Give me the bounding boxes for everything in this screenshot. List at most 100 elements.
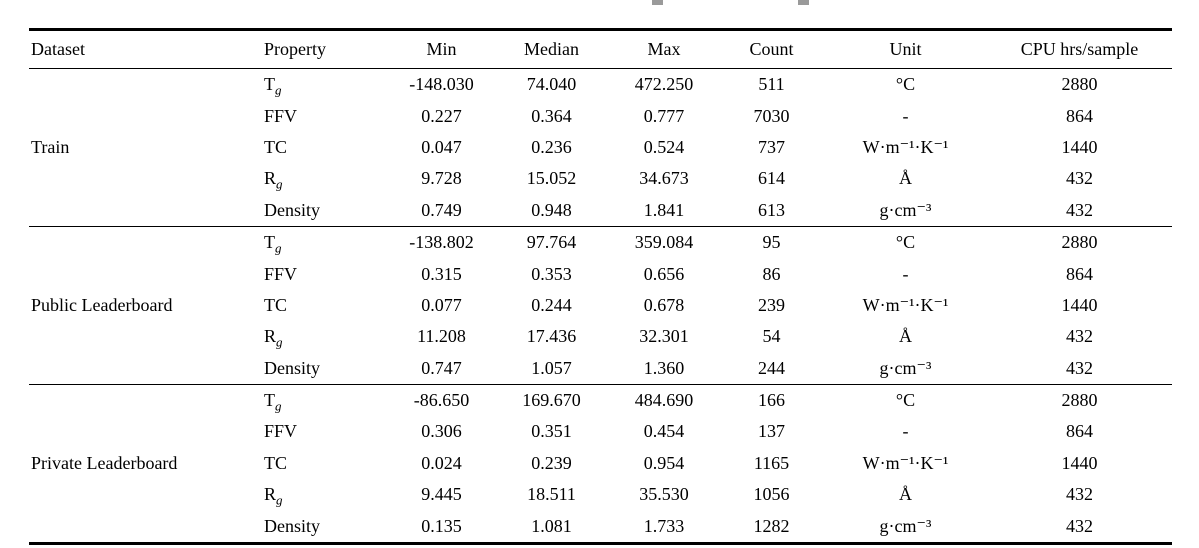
cell-unit: °C <box>895 74 916 95</box>
cell-cpu: 432 <box>1066 515 1093 536</box>
dataset-label: Public Leaderboard <box>29 225 264 385</box>
cell-median: 169.670 <box>494 383 609 417</box>
property-subscript: g <box>275 398 282 414</box>
cell-cpu: 2880 <box>987 383 1172 417</box>
cell-property: Density <box>264 353 389 385</box>
cell-property: Tg <box>264 225 389 259</box>
property-base: T <box>264 74 275 95</box>
cell-min: 0.315 <box>421 263 462 284</box>
cell-max: 0.678 <box>643 294 685 315</box>
table-row: FFV 0.315 0.353 0.656 86 - 864 <box>29 258 1172 289</box>
table-row: Rg 11.208 17.436 32.301 54 Å 432 <box>29 321 1172 352</box>
table-row: Density 0.749 0.948 1.841 613 g·cm⁻³ 432 <box>29 195 1172 227</box>
cell-property: FFV <box>264 258 389 289</box>
cell-max: 0.524 <box>643 136 685 157</box>
cell-count: 86 <box>762 263 781 284</box>
cell-count: 95 <box>719 225 824 259</box>
cell-cpu: 432 <box>1066 484 1093 505</box>
cell-median: 0.353 <box>531 263 572 284</box>
col-header-max: Max <box>609 29 719 69</box>
cell-unit: °C <box>824 383 987 417</box>
cell-unit: W·m⁻¹·K⁻¹ <box>862 452 949 473</box>
cell-cpu: 432 <box>1066 326 1093 347</box>
cell-max: 484.690 <box>609 383 719 417</box>
property-base: TC <box>264 294 288 315</box>
cell-property: FFV <box>264 416 389 447</box>
col-header-cpu: CPU hrs/sample <box>987 29 1172 69</box>
table-row: Rg 9.728 15.052 34.673 614 Å 432 <box>29 163 1172 194</box>
cell-unit: - <box>902 105 909 126</box>
cell-cpu: 1440 <box>1061 452 1098 473</box>
cell-min: 0.135 <box>421 515 462 536</box>
property-base: R <box>264 484 277 505</box>
cell-unit: W·m⁻¹·K⁻¹ <box>862 136 949 157</box>
cell-cpu: 864 <box>1066 263 1093 284</box>
property-base: Density <box>264 199 320 220</box>
cell-count: 137 <box>758 421 785 442</box>
cell-min: 0.047 <box>421 136 462 157</box>
dataset-statistics-table: Dataset Property Min Median Max Count Un… <box>29 28 1172 545</box>
property-base: TC <box>264 136 288 157</box>
cell-max: 472.250 <box>634 74 694 95</box>
cell-property: Rg <box>264 321 389 352</box>
cell-median: 1.057 <box>531 357 572 378</box>
cell-max: 35.530 <box>639 484 689 505</box>
cell-max: 1.360 <box>643 357 685 378</box>
property-subscript: g <box>276 334 283 350</box>
property-base: FFV <box>264 263 298 284</box>
cell-property: TC <box>264 290 389 321</box>
property-base: T <box>264 232 275 253</box>
property-subscript: g <box>275 82 282 98</box>
cell-median: 0.351 <box>531 421 572 442</box>
table-row: Density 0.135 1.081 1.733 1282 g·cm⁻³ 43… <box>29 510 1172 543</box>
table-row: FFV 0.306 0.351 0.454 137 - 864 <box>29 416 1172 447</box>
table-row: TC 0.024 0.239 0.954 1165 W·m⁻¹·K⁻¹ 1440 <box>29 448 1172 479</box>
cell-min: 0.077 <box>421 294 462 315</box>
property-subscript: g <box>276 492 283 508</box>
property-base: T <box>264 390 275 411</box>
property-base: Density <box>264 515 320 536</box>
cell-unit: - <box>902 421 909 442</box>
table-row: Train Tg -148.030 74.040 472.250 511 °C … <box>29 69 1172 157</box>
cell-median: 0.239 <box>531 452 572 473</box>
col-header-min: Min <box>389 29 494 69</box>
cell-max: 0.954 <box>643 452 685 473</box>
cell-max: 32.301 <box>639 326 689 347</box>
cell-min: 0.749 <box>421 199 462 220</box>
cell-property: TC <box>264 132 389 163</box>
cell-median: 0.236 <box>531 136 572 157</box>
table-row: Public Leaderboard Tg -138.802 97.764 35… <box>29 225 1172 385</box>
cell-unit: Å <box>899 484 912 505</box>
cell-property: Density <box>264 510 389 543</box>
dataset-label: Private Leaderboard <box>29 383 264 544</box>
cell-max: 0.454 <box>643 421 685 442</box>
cell-property: FFV <box>264 100 389 131</box>
cell-cpu: 432 <box>1066 199 1093 220</box>
property-subscript: g <box>276 176 283 192</box>
cell-median: 17.436 <box>526 326 577 347</box>
property-base: FFV <box>264 105 298 126</box>
cell-median: 1.081 <box>531 515 572 536</box>
cell-count: 614 <box>758 168 785 189</box>
cell-min: 0.306 <box>421 421 462 442</box>
cell-count: 737 <box>758 136 785 157</box>
cell-cpu: 1440 <box>1061 136 1098 157</box>
cell-count: 511 <box>758 74 785 95</box>
cell-unit: g·cm⁻³ <box>879 515 932 536</box>
cell-median: 18.511 <box>527 484 576 505</box>
col-header-property: Property <box>264 29 389 69</box>
cell-count: 1165 <box>753 452 790 473</box>
table-row: TC 0.047 0.236 0.524 737 W·m⁻¹·K⁻¹ 1440 <box>29 132 1172 163</box>
cell-unit: g·cm⁻³ <box>879 199 932 220</box>
cell-count: 166 <box>719 383 824 417</box>
cell-unit: W·m⁻¹·K⁻¹ <box>862 294 949 315</box>
cell-property: Density <box>264 195 389 227</box>
cell-unit: Å <box>899 168 912 189</box>
cell-property: TC <box>264 448 389 479</box>
cell-max: 1.841 <box>643 199 685 220</box>
cell-property: Rg <box>264 163 389 194</box>
caption-descender-mark <box>798 0 809 5</box>
cell-min: 11.208 <box>417 326 466 347</box>
cell-unit: °C <box>824 225 987 259</box>
cell-cpu: 2880 <box>1061 74 1098 95</box>
